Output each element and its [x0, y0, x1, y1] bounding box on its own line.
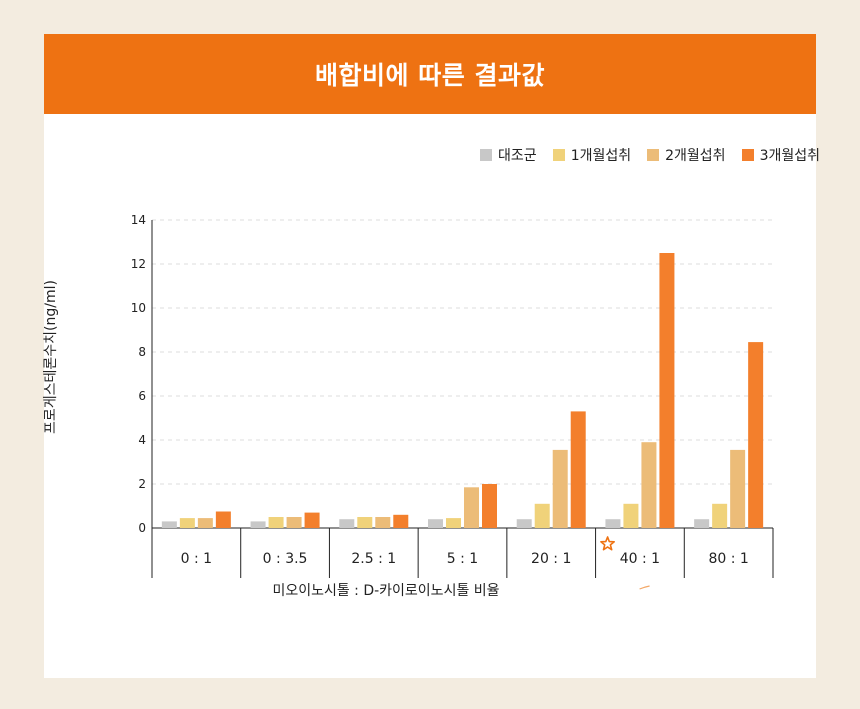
- y-tick-label: 6: [138, 389, 146, 403]
- legend-swatch: [741, 149, 754, 161]
- x-tick-label: 40 : 1: [620, 551, 660, 567]
- legend-item: 1개월섭취: [552, 145, 632, 165]
- bar: [428, 519, 443, 528]
- y-tick-label: 0: [138, 521, 146, 535]
- bar: [304, 512, 320, 528]
- x-tick-label: 80 : 1: [708, 551, 748, 567]
- legend-label: 2개월섭취: [665, 148, 726, 164]
- bar: [197, 518, 213, 528]
- legend-swatch: [552, 149, 565, 161]
- bar: [179, 518, 195, 528]
- legend-swatch: [480, 149, 493, 161]
- bar: [393, 514, 409, 528]
- legend: 대조군 1개월섭취 2개월섭취 3개월섭취: [480, 145, 820, 165]
- bar: [268, 517, 284, 528]
- y-tick-label: 2: [138, 477, 146, 491]
- bar: [215, 511, 231, 528]
- bar: [694, 519, 710, 528]
- bar: [659, 253, 675, 528]
- bar: [161, 521, 177, 528]
- legend-label: 대조군: [498, 148, 537, 164]
- bar: [516, 519, 532, 528]
- y-tick-label: 12: [131, 257, 146, 271]
- bar: [446, 518, 461, 528]
- x-tick-label: 0 : 1: [181, 551, 212, 567]
- bar: [357, 517, 373, 528]
- legend-item: 대조군: [480, 145, 537, 165]
- highlight-mark: [639, 585, 650, 590]
- bar: [339, 519, 355, 528]
- bar: [730, 449, 746, 528]
- bar: [570, 411, 586, 528]
- chart-title: 배합비에 따른 결과값: [315, 61, 545, 90]
- legend-swatch: [647, 149, 660, 161]
- bar: [482, 484, 497, 528]
- x-tick-label: 20 : 1: [531, 551, 571, 567]
- star-icon: [600, 536, 616, 551]
- header-banner: 배합비에 따른 결과값: [44, 34, 816, 114]
- legend-label: 1개월섭취: [570, 148, 632, 164]
- bar: [623, 503, 639, 528]
- bar: [552, 449, 568, 528]
- bar: [534, 503, 550, 528]
- x-tick-label: 0 : 3.5: [263, 551, 308, 567]
- bar: [605, 519, 621, 528]
- bar: [748, 342, 764, 528]
- x-tick-label: 2.5 : 1: [351, 551, 396, 567]
- y-tick-label: 10: [131, 301, 146, 315]
- legend-item: 3개월섭취: [741, 145, 820, 165]
- x-tick-label: 5 : 1: [447, 551, 478, 567]
- legend-label: 3개월섭취: [759, 148, 820, 164]
- x-axis-label: 미오이노시톨 : D-카이로이노시톨 비율: [272, 583, 500, 599]
- y-tick-label: 4: [138, 433, 146, 447]
- legend-item: 2개월섭취: [647, 145, 726, 165]
- bar: [712, 503, 728, 528]
- bar: [250, 521, 266, 528]
- bar: [375, 517, 391, 528]
- chart-card: 배합비에 따른 결과값: [44, 34, 816, 678]
- y-tick-label: 8: [138, 345, 146, 359]
- bar: [464, 487, 479, 528]
- bar: [641, 442, 657, 528]
- y-tick-label: 14: [131, 213, 146, 227]
- bar: [286, 517, 302, 528]
